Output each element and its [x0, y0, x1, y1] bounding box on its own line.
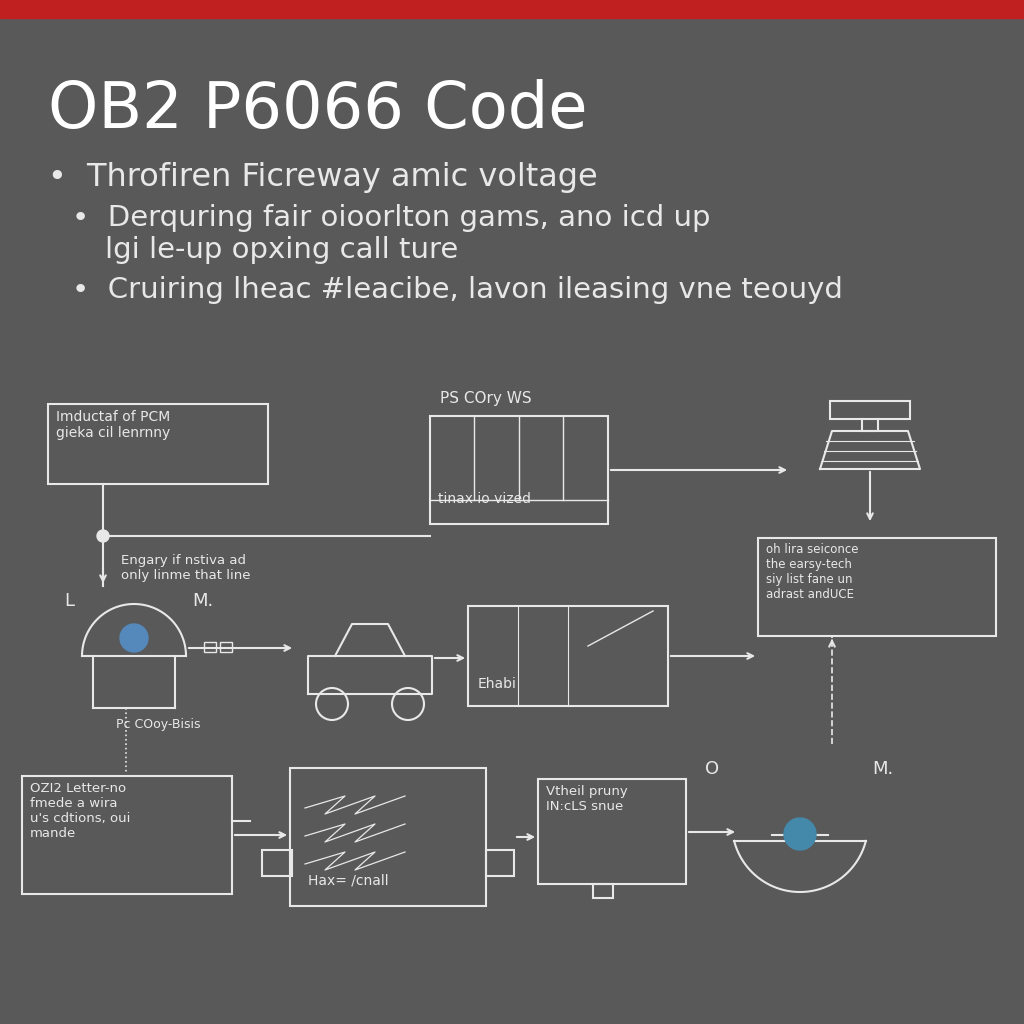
Bar — [468, 606, 668, 706]
Text: •  Throfiren Ficreway amic voltage: • Throfiren Ficreway amic voltage — [48, 162, 598, 193]
Bar — [220, 642, 232, 652]
Bar — [593, 884, 613, 898]
Bar — [0, 0, 1024, 18]
Bar — [538, 779, 686, 884]
Text: O: O — [705, 760, 719, 778]
Text: M.: M. — [872, 760, 893, 778]
Bar — [830, 401, 910, 419]
Text: L: L — [63, 592, 74, 610]
Text: Hax= /cnall: Hax= /cnall — [308, 874, 389, 888]
Text: oh lira seiconce
the earsy-tech
siy list fane un
adrast andUCE: oh lira seiconce the earsy-tech siy list… — [766, 543, 858, 601]
Text: •  Derquring fair oioorlton gams, ano icd up: • Derquring fair oioorlton gams, ano icd… — [72, 204, 711, 232]
Bar — [430, 416, 608, 524]
Text: Engary if nstiva ad
only linme that line: Engary if nstiva ad only linme that line — [121, 554, 251, 582]
Text: Vtheil pruny
IN:cLS snue: Vtheil pruny IN:cLS snue — [546, 785, 628, 813]
Circle shape — [784, 818, 816, 850]
Bar — [262, 850, 292, 876]
Bar — [758, 538, 996, 636]
Bar — [486, 850, 514, 876]
Text: Ehabi: Ehabi — [478, 677, 517, 691]
Text: PS COry WS: PS COry WS — [440, 391, 531, 406]
Bar — [204, 642, 216, 652]
Bar — [22, 776, 232, 894]
Text: Imductaf of PCM
gieka cil lenrnny: Imductaf of PCM gieka cil lenrnny — [56, 410, 170, 440]
Bar — [48, 404, 268, 484]
Bar — [290, 768, 486, 906]
Circle shape — [120, 624, 148, 652]
Text: M.: M. — [193, 592, 213, 610]
Text: OB2 P6066 Code: OB2 P6066 Code — [48, 79, 588, 141]
Text: Pc COoy-Bisis: Pc COoy-Bisis — [116, 718, 201, 731]
Text: OZI2 Letter-no
fmede a wira
u's cdtions, oui
mande: OZI2 Letter-no fmede a wira u's cdtions,… — [30, 782, 130, 840]
Circle shape — [97, 530, 109, 542]
Text: tinax io vized: tinax io vized — [438, 492, 531, 506]
Text: lgi le-up opxing call ture: lgi le-up opxing call ture — [105, 236, 459, 264]
Text: •  Cruiring lheac #leacibe, lavon ileasing vne teouyd: • Cruiring lheac #leacibe, lavon ileasin… — [72, 276, 843, 304]
